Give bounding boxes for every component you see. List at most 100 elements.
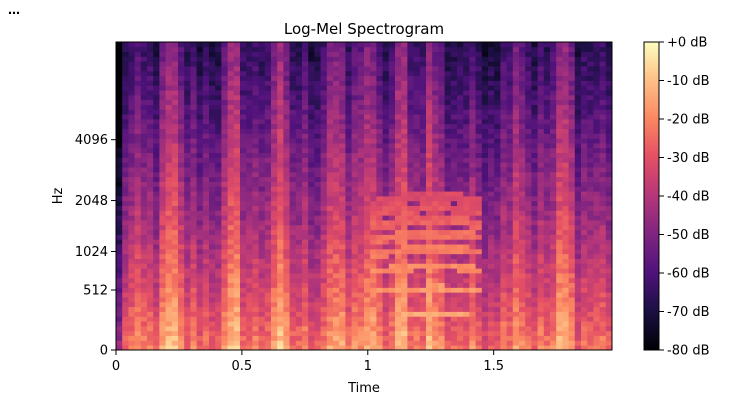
heatmap-cell — [395, 301, 402, 308]
heatmap-cell — [426, 94, 433, 101]
heatmap-cell — [506, 66, 514, 72]
heatmap-cell — [494, 200, 501, 207]
heatmap-cell — [184, 325, 191, 332]
heatmap-cell — [488, 90, 495, 96]
heatmap-cell — [209, 263, 216, 269]
heatmap-cell — [289, 176, 297, 182]
heatmap-cell — [339, 176, 346, 182]
heatmap-cell — [568, 340, 576, 346]
more-options-icon[interactable]: ⋯ — [8, 6, 21, 20]
heatmap-cell — [221, 345, 228, 351]
heatmap-cell — [556, 66, 563, 72]
heatmap-cell — [134, 70, 142, 77]
heatmap-cell — [568, 147, 576, 154]
heatmap-cell — [475, 335, 483, 341]
heatmap-cell — [171, 171, 179, 178]
heatmap-cell — [258, 292, 266, 298]
heatmap-cell — [531, 46, 538, 53]
heatmap-cell — [357, 75, 365, 81]
heatmap-cell — [388, 191, 396, 197]
heatmap-cell — [190, 152, 197, 158]
heatmap-cell — [184, 263, 191, 269]
heatmap-cell — [450, 263, 458, 269]
heatmap-cell — [233, 109, 241, 115]
heatmap-cell — [475, 311, 483, 317]
heatmap-cell — [147, 277, 154, 284]
heatmap-cell — [277, 167, 284, 173]
heatmap-cell — [221, 186, 228, 192]
heatmap-cell — [302, 66, 309, 72]
heatmap-cell — [264, 152, 272, 158]
heatmap-cell — [264, 42, 272, 48]
heatmap-cell — [587, 273, 594, 279]
heatmap-cell — [413, 306, 421, 312]
heatmap-cell — [481, 61, 489, 67]
heatmap-cell — [463, 345, 470, 351]
heatmap-cell — [190, 287, 197, 293]
heatmap-cell — [252, 325, 259, 332]
heatmap-cell — [395, 56, 402, 62]
heatmap-cell — [196, 321, 204, 327]
heatmap-cell — [140, 186, 148, 192]
heatmap-cell — [308, 90, 315, 96]
heatmap-cell — [295, 287, 303, 293]
heatmap-cell — [401, 128, 408, 134]
heatmap-cell — [587, 200, 594, 207]
heatmap-cell — [512, 66, 520, 72]
heatmap-cell — [134, 46, 142, 53]
heatmap-cell — [407, 186, 414, 192]
heatmap-cell — [283, 196, 290, 202]
heatmap-cell — [302, 287, 309, 293]
heatmap-cell — [574, 292, 582, 298]
heatmap-cell — [252, 330, 259, 336]
chart-title: Log-Mel Spectrogram — [284, 20, 444, 38]
heatmap-cell — [581, 210, 588, 216]
heatmap-cell — [519, 224, 526, 231]
heatmap-cell — [202, 85, 210, 91]
heatmap-cell — [227, 258, 235, 264]
heatmap-cell — [506, 94, 514, 101]
heatmap-cell — [339, 186, 346, 192]
heatmap-cell — [438, 345, 445, 351]
heatmap-cell — [227, 138, 235, 144]
heatmap-cell — [550, 220, 557, 226]
heatmap-cell — [159, 85, 166, 91]
heatmap-cell — [190, 143, 197, 149]
heatmap-cell — [202, 205, 210, 211]
heatmap-cell — [475, 248, 483, 255]
heatmap-cell — [190, 224, 197, 231]
heatmap-cell — [240, 114, 247, 120]
heatmap-cell — [240, 210, 247, 216]
heatmap-cell — [320, 321, 328, 327]
heatmap-cell — [568, 66, 576, 72]
heatmap-cell — [419, 321, 427, 327]
heatmap-cell — [370, 152, 377, 158]
heatmap-cell — [246, 325, 253, 332]
heatmap-cell — [240, 181, 247, 187]
heatmap-cell — [184, 90, 191, 96]
heatmap-cell — [283, 99, 290, 105]
heatmap-cell — [122, 301, 129, 308]
heatmap-cell — [568, 75, 576, 81]
heatmap-cell — [196, 306, 204, 312]
heatmap-cell — [147, 109, 154, 115]
heatmap-cell — [450, 152, 458, 158]
heatmap-cell — [562, 186, 569, 192]
heatmap-cell — [587, 345, 594, 351]
heatmap-cell — [258, 186, 266, 192]
heatmap-cell — [271, 258, 278, 264]
heatmap-cell — [178, 176, 185, 182]
heatmap-cell — [326, 80, 334, 86]
heatmap-cell — [326, 200, 334, 207]
heatmap-cell — [419, 56, 427, 62]
heatmap-cell — [494, 51, 501, 57]
heatmap-cell — [196, 297, 204, 303]
heatmap-cell — [252, 147, 259, 154]
heatmap-cell — [178, 345, 185, 351]
heatmap-cell — [314, 176, 321, 182]
heatmap-cell — [581, 133, 588, 139]
heatmap-cell — [494, 138, 501, 144]
heatmap-cell — [221, 114, 228, 120]
heatmap-cell — [475, 51, 483, 57]
heatmap-cell — [438, 181, 445, 187]
